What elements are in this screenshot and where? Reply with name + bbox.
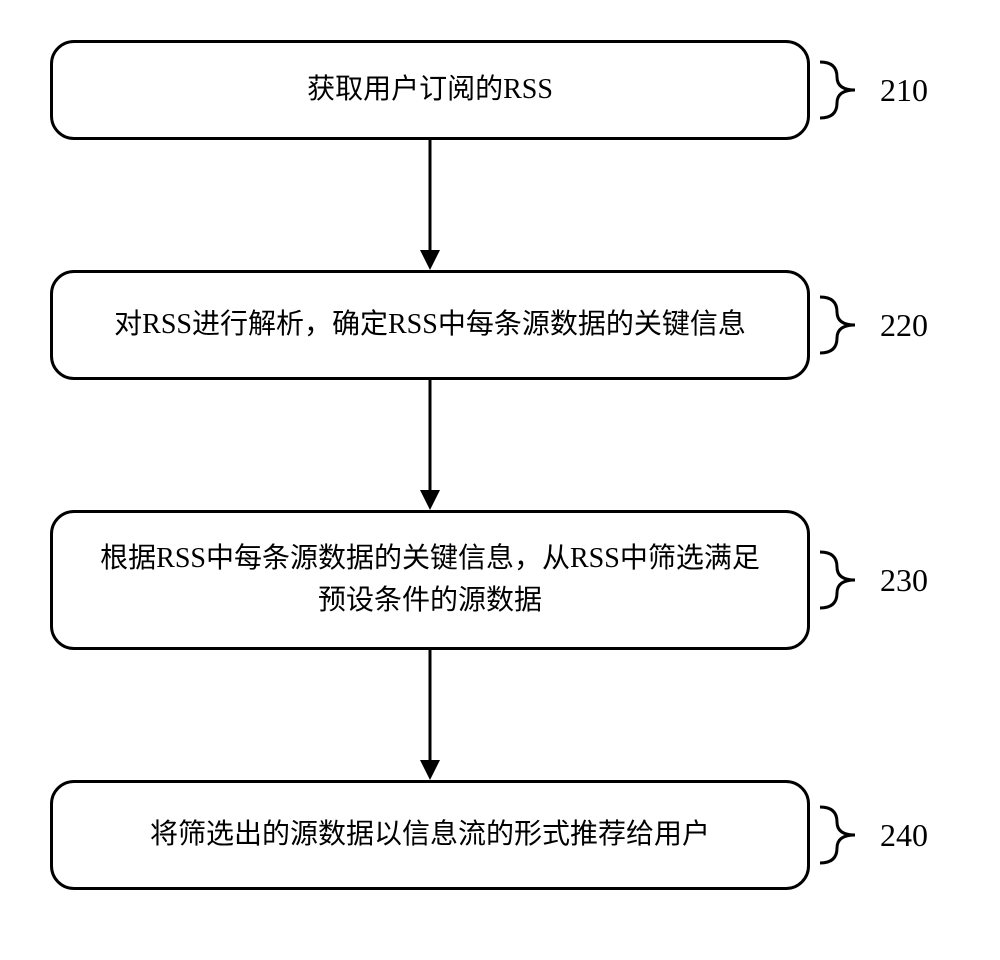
step-label-240: 240 xyxy=(880,817,928,854)
step-text: 将筛选出的源数据以信息流的形式推荐给用户 xyxy=(150,814,710,856)
step-box-230: 根据RSS中每条源数据的关键信息，从RSS中筛选满足 预设条件的源数据 xyxy=(50,510,810,650)
step-label-220: 220 xyxy=(880,307,928,344)
step-box-210: 获取用户订阅的RSS xyxy=(50,40,810,140)
brace-230 xyxy=(815,547,875,613)
arrow-220-230 xyxy=(415,380,445,510)
arrow-210-220 xyxy=(415,140,445,270)
step-text: 对RSS进行解析，确定RSS中每条源数据的关键信息 xyxy=(114,304,746,346)
label-text: 240 xyxy=(880,817,928,853)
brace-220 xyxy=(815,292,875,358)
brace-240 xyxy=(815,802,875,868)
step-box-220: 对RSS进行解析，确定RSS中每条源数据的关键信息 xyxy=(50,270,810,380)
arrow-230-240 xyxy=(415,650,445,780)
step-label-230: 230 xyxy=(880,562,928,599)
brace-210 xyxy=(815,57,875,123)
label-text: 210 xyxy=(880,72,928,108)
step-label-210: 210 xyxy=(880,72,928,109)
step-box-240: 将筛选出的源数据以信息流的形式推荐给用户 xyxy=(50,780,810,890)
label-text: 220 xyxy=(880,307,928,343)
label-text: 230 xyxy=(880,562,928,598)
step-text: 获取用户订阅的RSS xyxy=(307,69,553,111)
step-text: 根据RSS中每条源数据的关键信息，从RSS中筛选满足 预设条件的源数据 xyxy=(100,538,760,622)
